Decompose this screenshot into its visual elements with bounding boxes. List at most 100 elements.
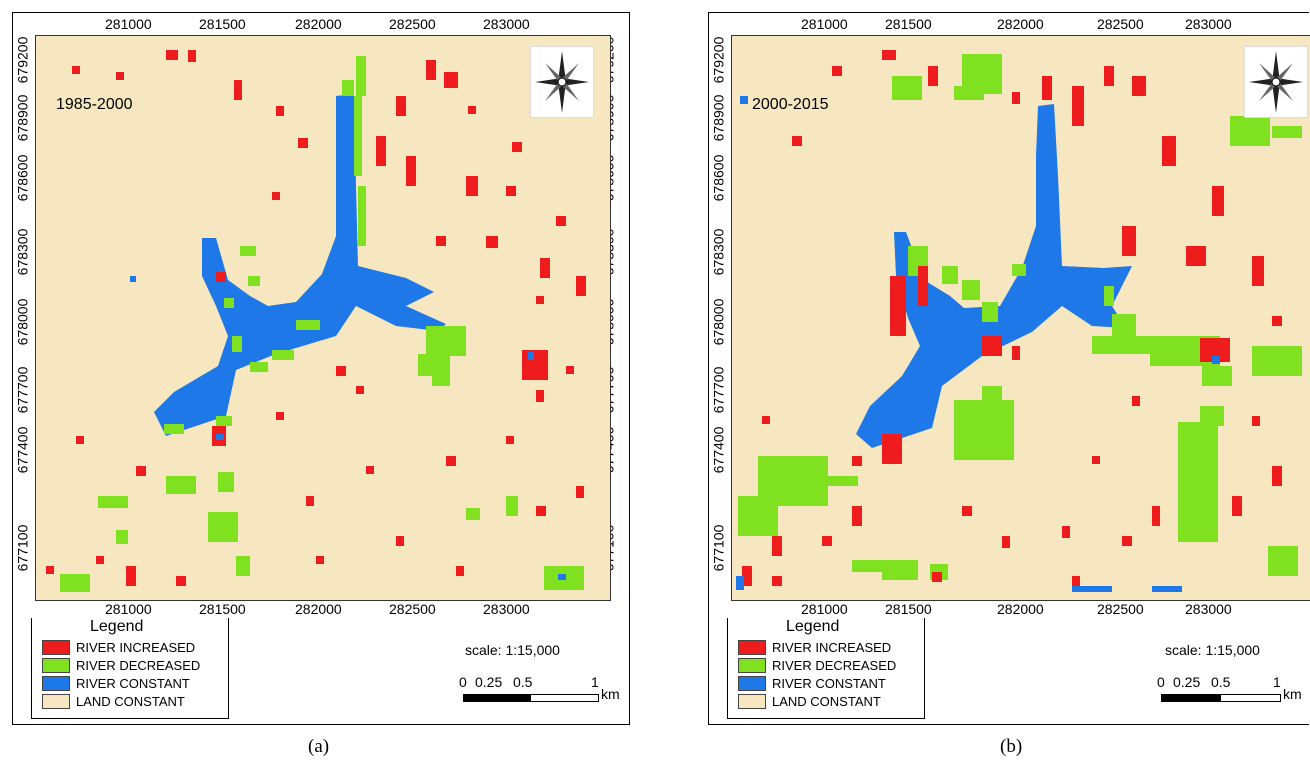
scale-label: 0.25 xyxy=(1173,674,1201,690)
scale-label: 0.25 xyxy=(475,674,503,690)
y-tick-left: 677400 xyxy=(710,426,727,474)
x-tick-top: 282000 xyxy=(997,16,1044,32)
scale-bar xyxy=(463,694,599,702)
legend-swatch xyxy=(42,640,70,655)
legend-label: RIVER DECREASED xyxy=(76,658,201,673)
x-tick-bottom: 282000 xyxy=(997,601,1044,617)
map-frame: 281000 281500 282000 282500 283000 28100… xyxy=(12,12,630,620)
map-panel-b: 281000 281500 282000 282500 283000 28100… xyxy=(708,12,1310,725)
legend-item: RIVER CONSTANT xyxy=(738,676,886,691)
y-tick-left: 679200 xyxy=(710,36,727,84)
y-tick-left: 678300 xyxy=(710,228,727,276)
x-tick-top: 282500 xyxy=(389,16,436,32)
change-map-svg xyxy=(46,50,586,592)
map-panel-a: 281000 281500 282000 282500 283000 28100… xyxy=(12,12,630,725)
x-tick-top: 281000 xyxy=(801,16,848,32)
x-tick-bottom: 282000 xyxy=(295,601,342,617)
scale-label: 1 xyxy=(591,674,599,690)
scale-label: 0 xyxy=(1157,674,1165,690)
legend-item: RIVER INCREASED xyxy=(738,640,891,655)
legend-swatch xyxy=(42,676,70,691)
legend-swatch xyxy=(738,658,766,673)
y-tick-left: 678300 xyxy=(14,228,31,276)
x-tick-top: 282500 xyxy=(1097,16,1144,32)
x-tick-top: 281500 xyxy=(199,16,246,32)
legend-item: RIVER DECREASED xyxy=(738,658,896,673)
x-tick-top: 281500 xyxy=(885,16,932,32)
x-tick-bottom: 283000 xyxy=(483,601,530,617)
legend-label: RIVER INCREASED xyxy=(76,640,196,655)
scale-text: scale: 1:15,000 xyxy=(1165,642,1260,658)
x-tick-bottom: 282500 xyxy=(1097,601,1144,617)
north-arrow-icon xyxy=(530,46,594,118)
river-constant-area xyxy=(856,104,1132,448)
river-increased-cells xyxy=(46,50,586,586)
legend-label: RIVER DECREASED xyxy=(772,658,897,673)
legend-item: RIVER INCREASED xyxy=(42,640,195,655)
y-tick-left: 677100 xyxy=(14,524,31,572)
y-tick-left: 677400 xyxy=(14,426,31,474)
river-decreased-rims xyxy=(60,56,584,592)
north-arrow-icon xyxy=(1244,46,1308,118)
y-tick-left: 678600 xyxy=(14,154,31,202)
x-tick-bottom: 281500 xyxy=(885,601,932,617)
legend-label: RIVER CONSTANT xyxy=(76,676,190,691)
x-tick-bottom: 282500 xyxy=(389,601,436,617)
legend-swatch xyxy=(42,658,70,673)
legend-label: RIVER INCREASED xyxy=(772,640,892,655)
legend-item: RIVER CONSTANT xyxy=(42,676,190,691)
caption-b: (b) xyxy=(1000,736,1023,757)
y-tick-left: 677700 xyxy=(14,366,31,414)
y-tick-left: 677700 xyxy=(710,366,727,414)
x-tick-bottom: 283000 xyxy=(1185,601,1232,617)
x-tick-bottom: 281500 xyxy=(199,601,246,617)
legend-swatch xyxy=(738,640,766,655)
legend-title: Legend xyxy=(90,618,144,635)
legend-item: LAND CONSTANT xyxy=(738,694,881,709)
period-label: 1985-2000 xyxy=(56,96,133,113)
legend-area: Legend RIVER INCREASED RIVER DECREASED R… xyxy=(708,618,1309,725)
x-tick-bottom: 281000 xyxy=(105,601,152,617)
y-tick-left: 678900 xyxy=(710,94,727,142)
change-map-canvas: 2000-2015 xyxy=(731,35,1310,601)
scale-label: 0.5 xyxy=(513,674,533,690)
legend-swatch xyxy=(738,676,766,691)
scale-text: scale: 1:15,000 xyxy=(465,642,560,658)
legend-label: RIVER CONSTANT xyxy=(772,676,886,691)
y-tick-left: 679200 xyxy=(14,36,31,84)
legend-box: Legend RIVER INCREASED RIVER DECREASED R… xyxy=(727,618,925,719)
x-tick-bottom: 281000 xyxy=(801,601,848,617)
change-map-svg xyxy=(736,50,1302,592)
change-map-canvas: 1985-2000 xyxy=(35,35,611,601)
legend-item: RIVER DECREASED xyxy=(42,658,200,673)
x-tick-top: 283000 xyxy=(1185,16,1232,32)
legend-box: Legend RIVER INCREASED RIVER DECREASED R… xyxy=(31,618,229,719)
y-tick-left: 678000 xyxy=(14,298,31,346)
x-tick-top: 283000 xyxy=(483,16,530,32)
scale-bar xyxy=(1161,694,1281,702)
x-tick-top: 281000 xyxy=(105,16,152,32)
scale-unit: km xyxy=(1283,686,1302,702)
river-increased-cells xyxy=(742,50,1282,586)
legend-title: Legend xyxy=(786,618,840,635)
legend-label: LAND CONSTANT xyxy=(76,694,185,709)
period-label: 2000-2015 xyxy=(752,96,829,113)
legend-swatch xyxy=(42,694,70,709)
legend-swatch xyxy=(738,694,766,709)
y-tick-left: 678600 xyxy=(710,154,727,202)
caption-a: (a) xyxy=(308,736,330,757)
legend-label: LAND CONSTANT xyxy=(772,694,881,709)
legend-item: LAND CONSTANT xyxy=(42,694,185,709)
river-constant-specks xyxy=(130,276,566,580)
scale-label: 0 xyxy=(459,674,467,690)
y-tick-left: 678900 xyxy=(14,94,31,142)
scale-label: 0.5 xyxy=(1211,674,1231,690)
map-frame: 281000 281500 282000 282500 283000 28100… xyxy=(708,12,1310,620)
y-tick-left: 678000 xyxy=(710,298,727,346)
scale-label: 1 xyxy=(1273,674,1281,690)
scale-unit: km xyxy=(601,686,620,702)
river-constant-area xyxy=(154,94,446,436)
y-tick-left: 677100 xyxy=(710,524,727,572)
legend-area: Legend RIVER INCREASED RIVER DECREASED R… xyxy=(12,618,630,725)
x-tick-top: 282000 xyxy=(295,16,342,32)
